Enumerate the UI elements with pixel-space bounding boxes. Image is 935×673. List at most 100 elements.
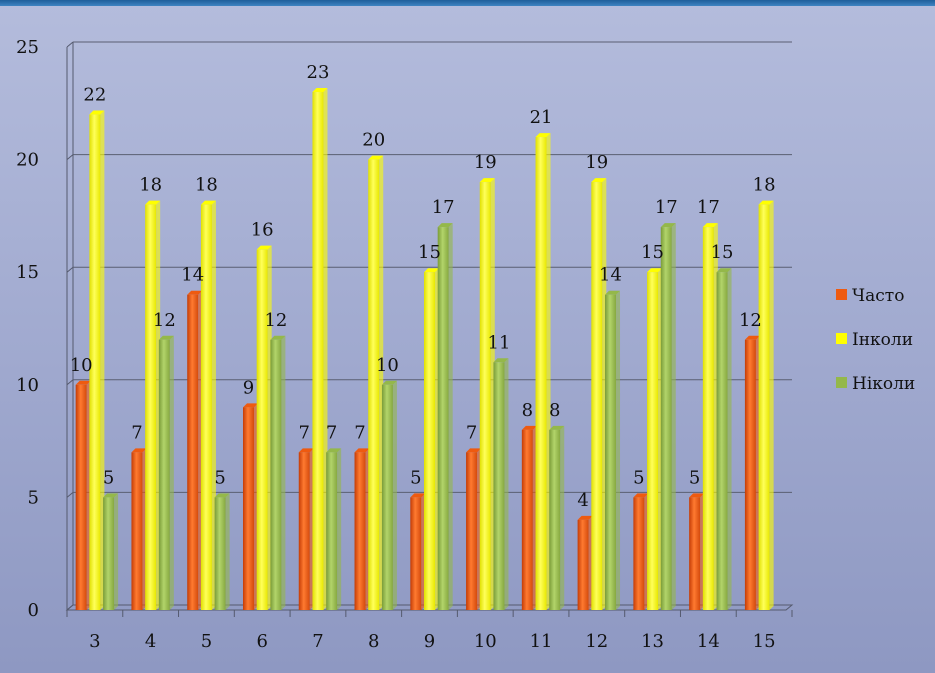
bar-Ніколи — [381, 384, 393, 610]
bar-top — [535, 133, 551, 138]
bar-Інколи — [591, 182, 603, 610]
bar-top — [493, 358, 509, 363]
x-tick-label: 8 — [368, 631, 379, 652]
bar-top — [214, 493, 230, 498]
data-label: 12 — [264, 310, 287, 331]
x-tick-label: 11 — [530, 631, 553, 652]
bar-Ніколи — [270, 339, 282, 610]
bar-Часто — [689, 497, 701, 610]
bar-Інколи — [647, 272, 659, 610]
x-tick-label: 4 — [145, 631, 156, 652]
gridline-depth — [66, 266, 74, 273]
data-label: 7 — [326, 422, 337, 443]
bar-top — [381, 380, 397, 385]
bar-top — [187, 290, 203, 295]
data-label: 19 — [585, 152, 608, 173]
legend-swatch — [836, 377, 847, 388]
bar-Інколи — [535, 137, 547, 610]
bar-side — [671, 223, 676, 610]
bar-Часто — [744, 339, 756, 610]
bar-top — [591, 178, 607, 183]
bar-Часто — [410, 497, 422, 610]
bar-top — [521, 425, 537, 430]
data-label: 11 — [488, 332, 511, 353]
data-label: 8 — [522, 400, 533, 421]
bar-side — [337, 448, 342, 610]
legend-swatch — [836, 289, 847, 300]
data-label: 14 — [181, 265, 204, 286]
bar-Ніколи — [103, 497, 115, 610]
bar-top — [368, 155, 384, 160]
legend: Часто Інколи Ніколи — [836, 286, 915, 394]
bar-top — [89, 110, 105, 115]
data-label: 5 — [214, 467, 225, 488]
data-label: 7 — [354, 422, 365, 443]
data-label: 20 — [362, 130, 385, 151]
data-label: 21 — [530, 107, 553, 128]
data-label: 10 — [376, 355, 399, 376]
bar-Часто — [466, 452, 478, 610]
y-tick-label: 15 — [16, 262, 39, 283]
bar-top — [758, 200, 774, 205]
data-label: 5 — [410, 467, 421, 488]
data-label: 5 — [689, 467, 700, 488]
bar-top — [479, 178, 495, 183]
bar-top — [75, 380, 91, 385]
bar-top — [605, 290, 621, 295]
bar-Інколи — [200, 204, 212, 610]
bar-Інколи — [256, 249, 268, 610]
data-label: 15 — [641, 242, 664, 263]
data-label: 22 — [83, 85, 106, 106]
bar-top — [549, 425, 565, 430]
data-label: 7 — [466, 422, 477, 443]
x-tick-label: 6 — [256, 631, 267, 652]
data-label: 5 — [633, 467, 644, 488]
data-label: 14 — [599, 265, 622, 286]
bar-top — [256, 245, 272, 250]
data-label: 8 — [549, 400, 560, 421]
y-tick-label: 25 — [16, 37, 39, 58]
x-tick-label: 14 — [697, 631, 720, 652]
bar-top — [326, 448, 342, 453]
data-label: 18 — [195, 175, 218, 196]
data-label: 12 — [153, 310, 176, 331]
bar-side — [281, 335, 286, 610]
gridline-depth — [66, 154, 74, 160]
bar-side — [560, 425, 565, 610]
legend-label: Ніколи — [852, 374, 915, 394]
bar-Часто — [131, 452, 143, 610]
bar-top — [242, 403, 258, 408]
data-label: 18 — [139, 175, 162, 196]
bar-Ніколи — [549, 429, 561, 610]
bars — [75, 88, 774, 611]
x-tick-label: 15 — [753, 631, 776, 652]
bar-top — [410, 493, 426, 498]
bar-top — [744, 335, 760, 340]
bar-top — [424, 268, 439, 273]
bar-Інколи — [89, 114, 101, 610]
legend-label: Часто — [852, 286, 904, 306]
legend-label: Інколи — [852, 330, 913, 350]
top-accent-bar — [0, 0, 935, 6]
bar-top — [354, 448, 370, 453]
data-label: 12 — [739, 310, 762, 331]
bar-Ніколи — [716, 272, 728, 610]
bar-top — [716, 268, 732, 273]
x-tick-label: 7 — [312, 631, 323, 652]
bar-top — [437, 223, 453, 228]
x-tick-label: 3 — [89, 631, 100, 652]
bar-top — [145, 200, 161, 205]
x-tick-label: 5 — [201, 631, 212, 652]
y-tick-label: 0 — [28, 600, 39, 621]
bar-top — [131, 448, 147, 453]
bar-Інколи — [702, 227, 714, 610]
bar-side — [616, 290, 621, 610]
data-label: 7 — [299, 422, 310, 443]
bar-top — [660, 223, 676, 228]
bar-Часто — [577, 519, 589, 610]
bar-Часто — [633, 497, 645, 610]
bar-top — [270, 335, 286, 340]
bar-top — [647, 268, 663, 273]
